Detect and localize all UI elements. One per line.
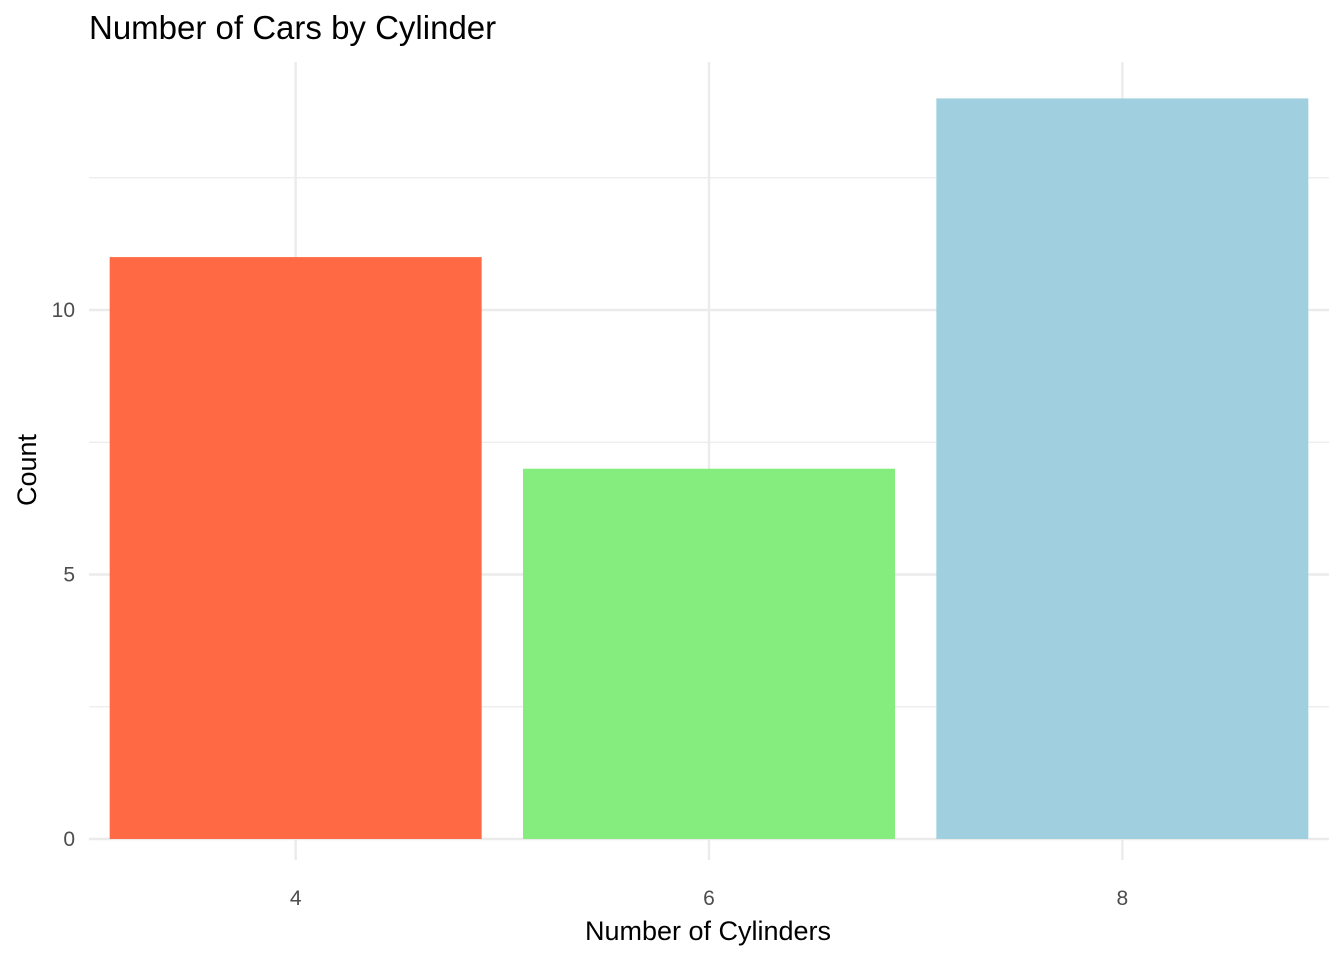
y-axis-title: Count (12, 433, 42, 506)
bar-cyl-8 (936, 98, 1309, 839)
x-axis-title: Number of Cylinders (585, 916, 831, 946)
x-tick-label: 4 (290, 887, 302, 910)
y-axis-ticks: 0 5 10 (52, 299, 75, 851)
x-axis-ticks: 4 6 8 (290, 887, 1128, 910)
chart-title: Number of Cars by Cylinder (89, 9, 496, 46)
y-tick-label: 0 (63, 828, 75, 851)
bar-cyl-6 (523, 468, 895, 839)
x-tick-label: 8 (1116, 887, 1128, 910)
y-tick-label: 5 (63, 564, 75, 587)
bar-cyl-4 (109, 257, 482, 840)
y-tick-label: 10 (52, 299, 75, 322)
x-tick-label: 6 (703, 887, 715, 910)
bars (109, 98, 1309, 840)
